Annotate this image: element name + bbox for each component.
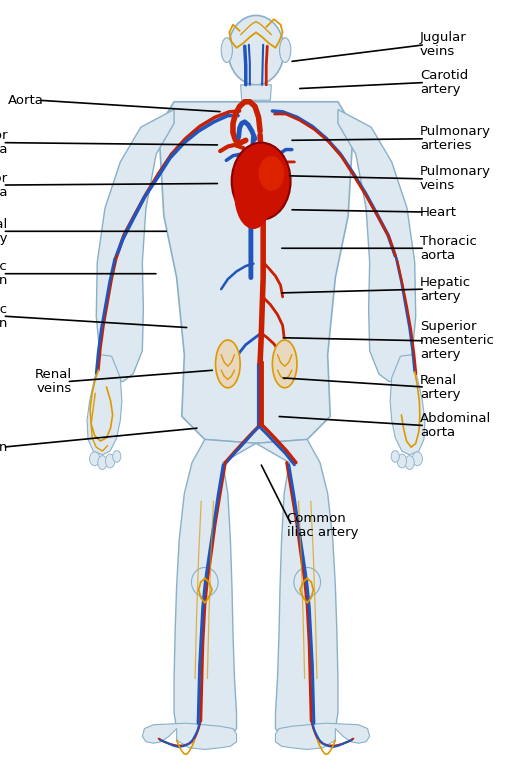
Text: Abdominal
aorta: Abdominal aorta: [420, 412, 491, 439]
PathPatch shape: [256, 439, 338, 739]
Text: Superior
vena cava: Superior vena cava: [0, 129, 8, 157]
PathPatch shape: [174, 439, 256, 739]
Ellipse shape: [216, 340, 240, 388]
Text: Basilic
vein: Basilic vein: [0, 260, 8, 288]
Text: Superior
mesenteric
artery: Superior mesenteric artery: [420, 320, 495, 362]
Ellipse shape: [231, 143, 291, 220]
Ellipse shape: [397, 454, 407, 468]
Text: Thoracic
aorta: Thoracic aorta: [420, 234, 477, 262]
PathPatch shape: [159, 102, 353, 443]
Ellipse shape: [405, 456, 414, 470]
Text: Jugular
veins: Jugular veins: [420, 31, 466, 59]
Ellipse shape: [259, 157, 284, 191]
Ellipse shape: [272, 340, 297, 388]
Text: Heart: Heart: [420, 206, 457, 218]
Text: Renal
artery: Renal artery: [420, 373, 460, 401]
PathPatch shape: [338, 109, 416, 382]
Ellipse shape: [280, 38, 291, 62]
Ellipse shape: [98, 456, 107, 470]
PathPatch shape: [390, 355, 425, 455]
Text: Aorta: Aorta: [8, 94, 44, 106]
Text: Common
iliac artery: Common iliac artery: [287, 512, 358, 540]
Text: Brachial
artery: Brachial artery: [0, 217, 8, 245]
Text: Hepatic
artery: Hepatic artery: [420, 275, 471, 303]
PathPatch shape: [142, 723, 237, 749]
Ellipse shape: [90, 452, 100, 466]
Text: Pulmonary
arteries: Pulmonary arteries: [420, 125, 491, 153]
Ellipse shape: [105, 454, 115, 468]
Ellipse shape: [412, 452, 422, 466]
Ellipse shape: [191, 567, 218, 597]
Ellipse shape: [294, 567, 321, 597]
Ellipse shape: [228, 15, 284, 85]
Ellipse shape: [221, 38, 232, 62]
Text: Inferior
vena cava: Inferior vena cava: [0, 171, 8, 199]
Ellipse shape: [391, 450, 399, 463]
Text: Pulmonary
veins: Pulmonary veins: [420, 165, 491, 193]
PathPatch shape: [96, 109, 174, 382]
PathPatch shape: [87, 355, 122, 455]
Ellipse shape: [234, 160, 272, 229]
Ellipse shape: [113, 450, 121, 463]
Text: Renal
veins: Renal veins: [34, 368, 72, 396]
PathPatch shape: [241, 85, 271, 100]
Text: Iliac vein: Iliac vein: [0, 441, 8, 453]
PathPatch shape: [275, 723, 370, 749]
Text: Carotid
artery: Carotid artery: [420, 69, 468, 96]
Text: Gastric
vein: Gastric vein: [0, 302, 8, 330]
